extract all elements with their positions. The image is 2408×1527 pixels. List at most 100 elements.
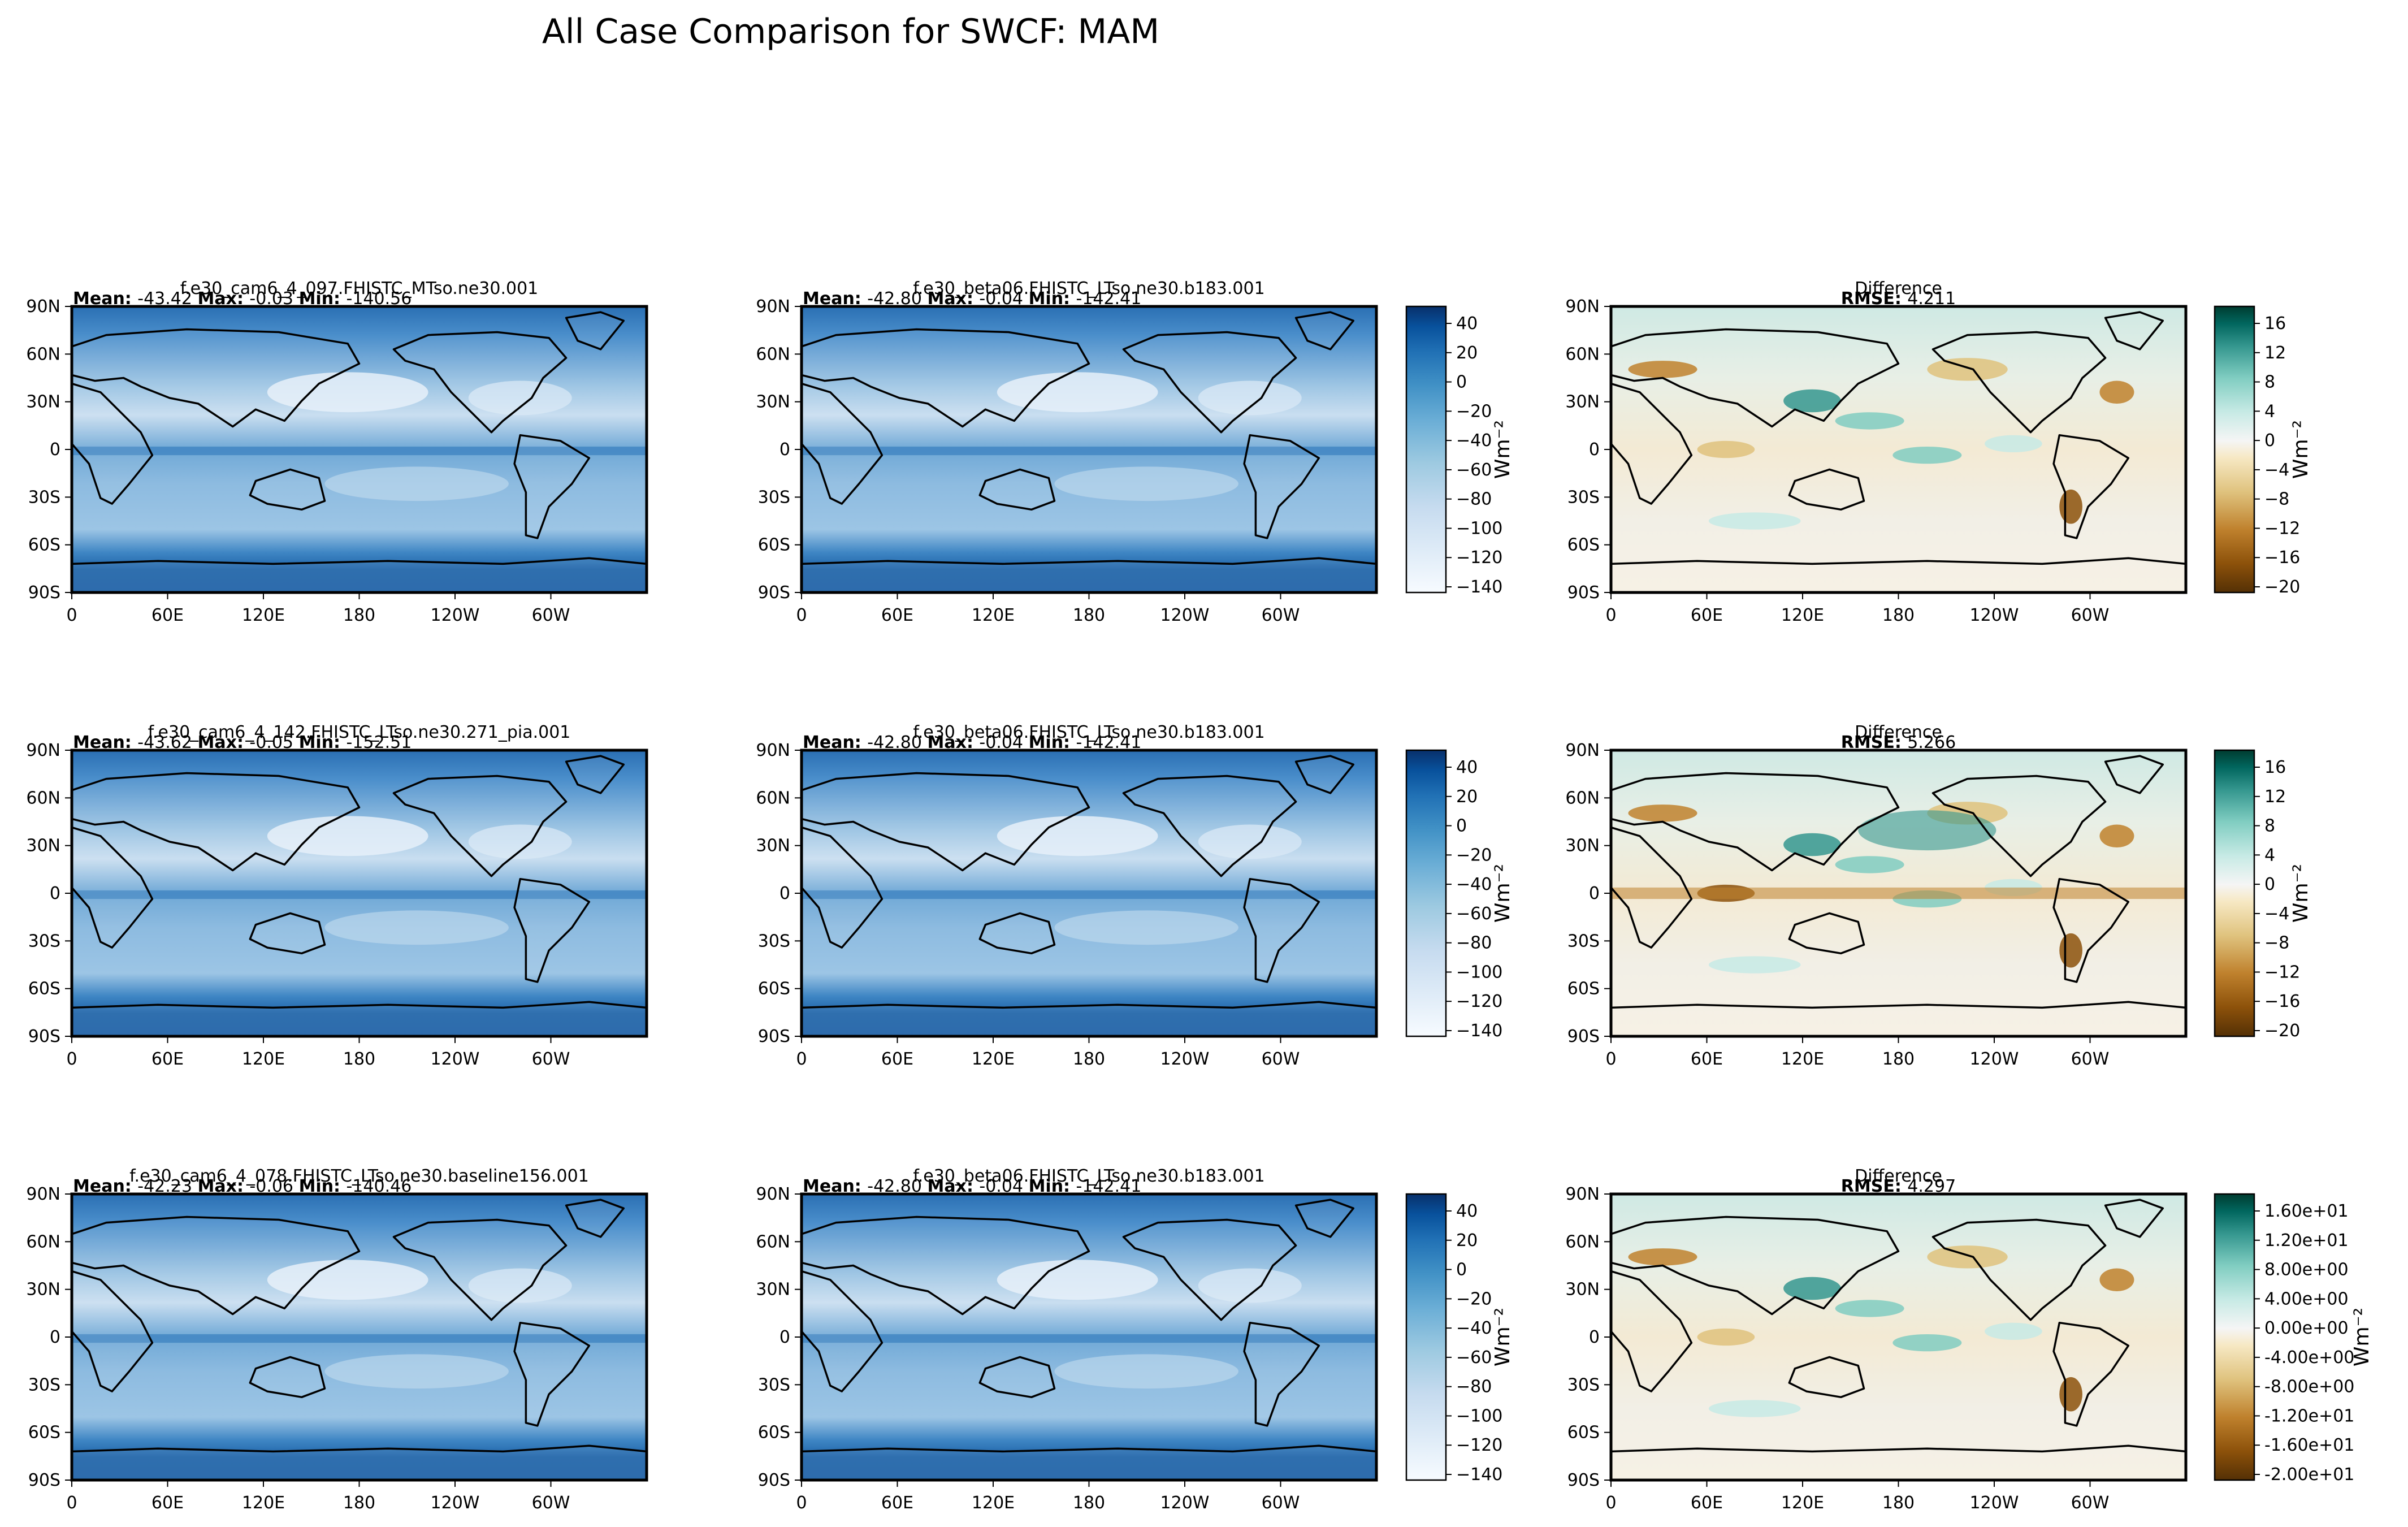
x-tick-label: 60W	[2071, 1049, 2110, 1069]
coastline	[71, 755, 648, 1037]
control-map-row1: 0 60E 120E 180 120W 60W 90N 60N 30N 0 30S 60S 90S f.e…	[756, 279, 1378, 625]
x-tick-label: 60E	[881, 1049, 913, 1069]
y-tick-label: 60S	[1567, 979, 1600, 999]
x-tick-label: 120W	[1970, 605, 2019, 625]
colorbar-tick-label: 12	[2264, 343, 2286, 363]
colorbar-tick-label: −4	[2264, 460, 2289, 480]
colorbar-unit-label: Wm⁻²	[2289, 420, 2312, 479]
test-map-row1: 0 60E 120E 180 120W 60W 90N 60N 30N 0 30S 60S 90S f.e…	[26, 279, 648, 625]
summary-stats: Mean: -43.62 Max: -0.05 Min: -152.51	[73, 733, 412, 752]
colorbar-tick-label: 0	[1456, 816, 1467, 836]
axis-ticks: 0 60E 120E 180 120W 60W 90N 60N 30N 0 30S 60S 90S	[26, 741, 570, 1069]
y-tick-label: 60N	[26, 344, 60, 364]
rmse-stat: RMSE: 5.266	[1841, 733, 1956, 752]
x-tick-label: 120W	[1160, 1493, 1210, 1513]
difference-map-row1: 0 60E 120E 180 120W 60W 90N 60N 30N 0 30S 60S 90S Dif…	[1565, 279, 2188, 625]
colorbar-tick-label: −100	[1456, 518, 1502, 538]
x-tick-label: 120E	[1781, 1049, 1824, 1069]
y-tick-label: 60S	[28, 1423, 60, 1443]
colorbar-tick-label: −120	[1456, 992, 1502, 1011]
difference-map-row2: 0 60E 120E 180 120W 60W 90N 60N 30N 0 30S 60S 90S Dif…	[1565, 723, 2188, 1069]
y-tick-label: 90N	[756, 297, 790, 317]
y-tick-label: 60S	[758, 979, 790, 999]
x-tick-label: 0	[66, 1493, 77, 1513]
colorbar-scale	[2214, 305, 2255, 594]
colorbar-scale	[1405, 749, 1447, 1037]
colorbar-tick-label: -1.60e+01	[2264, 1435, 2354, 1455]
colorbar-tick-label: −8	[2264, 490, 2289, 509]
y-tick-label: 0	[50, 1327, 60, 1347]
y-tick-label: 30S	[1567, 487, 1600, 507]
y-tick-label: 90N	[1565, 741, 1600, 760]
panel-title: Difference	[1855, 279, 1942, 299]
y-tick-label: 0	[50, 440, 60, 460]
y-tick-label: 90S	[758, 583, 790, 603]
x-tick-label: 60E	[151, 1493, 184, 1513]
x-tick-label: 60W	[1262, 605, 1300, 625]
colorbar-tick-label: −60	[1456, 460, 1492, 480]
y-tick-label: 60N	[26, 788, 60, 808]
panel-title: f.e30_cam6_4_078.FHISTC_LTso.ne30.baseli…	[129, 1166, 589, 1186]
colorbar-unit-label: Wm⁻²	[1491, 1308, 1514, 1366]
x-tick-label: 180	[1882, 605, 1915, 625]
x-tick-label: 120W	[1970, 1493, 2019, 1513]
colorbar-tick-label: −20	[1456, 1289, 1492, 1309]
y-tick-label: 30S	[758, 931, 790, 951]
colorbar-tick-label: 20	[1456, 343, 1478, 363]
x-tick-label: 120E	[242, 605, 285, 625]
difference-map-row3: 0 60E 120E 180 120W 60W 90N 60N 30N 0 30S 60S 90S Dif…	[1565, 1166, 2188, 1513]
colorbar-scale	[1405, 1193, 1447, 1481]
colorbar-tick-label: 12	[2264, 787, 2286, 807]
y-tick-label: 90N	[26, 741, 60, 760]
x-tick-label: 120E	[1781, 1493, 1824, 1513]
y-tick-label: 0	[779, 1327, 790, 1347]
test-map-row3: 0 60E 120E 180 120W 60W 90N 60N 30N 0 30S 60S 90S f.e…	[26, 1166, 648, 1513]
colorbar-tick-label: 8	[2264, 373, 2275, 392]
control-map-row3: 0 60E 120E 180 120W 60W 90N 60N 30N 0 30S 60S 90S f.e…	[756, 1166, 1378, 1513]
colorbar-tick-label: -2.00e+01	[2264, 1465, 2354, 1485]
x-tick-label: 120E	[1781, 605, 1824, 625]
x-tick-label: 120E	[242, 1493, 285, 1513]
colorbar-tick-label: −80	[1456, 1377, 1492, 1397]
panel-title: f.e30_cam6_4_097.FHISTC_MTso.ne30.001	[180, 279, 539, 299]
colorbar-unit-label: Wm⁻²	[1491, 420, 1514, 479]
y-tick-label: 30S	[28, 931, 60, 951]
coastline	[800, 755, 1378, 1037]
colorbar-tick-label: −120	[1456, 548, 1502, 568]
panel-title: Difference	[1855, 1166, 1942, 1186]
coastline	[1610, 1199, 2187, 1481]
y-tick-label: 30S	[1567, 931, 1600, 951]
y-tick-label: 90N	[26, 297, 60, 317]
y-tick-label: 60N	[756, 1232, 790, 1252]
x-tick-label: 180	[1073, 1049, 1105, 1069]
colorbar-tick-label: 0.00e+00	[2264, 1318, 2349, 1338]
axis-ticks: 0 60E 120E 180 120W 60W 90N 60N 30N 0 30S 60S 90S	[756, 1184, 1300, 1513]
x-tick-label: 180	[343, 1493, 375, 1513]
panel-title: Difference	[1855, 723, 1942, 742]
axis-ticks: 0 60E 120E 180 120W 60W 90N 60N 30N 0 30S 60S 90S	[756, 297, 1300, 625]
summary-stats: Mean: -42.80 Max: -0.04 Min: -142.41	[803, 733, 1141, 752]
coastline	[1610, 755, 2187, 1037]
colorbar-tick-label: −20	[2264, 577, 2300, 597]
colorbar-tick-label: 40	[1456, 314, 1478, 334]
y-tick-label: 30S	[28, 1375, 60, 1395]
y-tick-label: 90N	[756, 741, 790, 760]
colorbar-unit-label: Wm⁻²	[2350, 1308, 2374, 1366]
y-tick-label: 90S	[1567, 583, 1600, 603]
colorbar-tick-label: −120	[1456, 1435, 1502, 1455]
colorbar-scale	[1405, 305, 1447, 594]
y-tick-label: 60N	[756, 344, 790, 364]
colorbar-tick-label: −40	[1456, 431, 1492, 451]
y-tick-label: 30S	[1567, 1375, 1600, 1395]
y-tick-label: 60N	[1565, 344, 1600, 364]
x-tick-label: 60W	[532, 605, 570, 625]
y-tick-label: 30S	[28, 487, 60, 507]
y-tick-label: 30N	[1565, 836, 1600, 856]
colorbar-tick-label: -8.00e+00	[2264, 1377, 2354, 1397]
x-tick-label: 60E	[151, 605, 184, 625]
colorbar-tick-label: 0	[2264, 431, 2275, 451]
colorbar-tick-label: 1.20e+01	[2264, 1231, 2349, 1251]
y-tick-label: 0	[1589, 1327, 1600, 1347]
coastline	[800, 1199, 1378, 1481]
